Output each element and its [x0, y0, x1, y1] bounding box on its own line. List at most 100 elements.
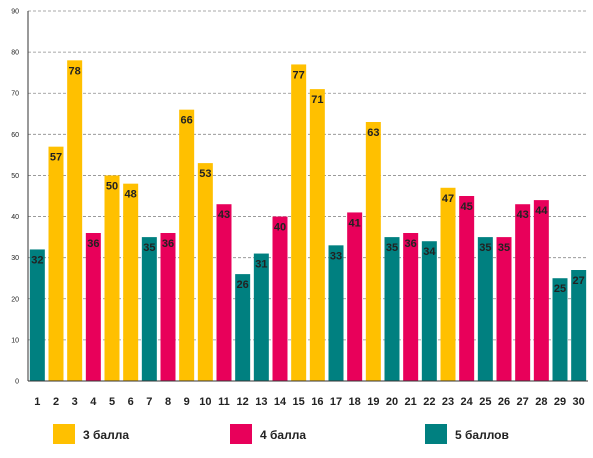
bar — [104, 175, 120, 381]
data-label: 66 — [181, 115, 193, 127]
bar — [29, 249, 45, 381]
bar — [477, 237, 493, 381]
data-label: 27 — [573, 275, 585, 287]
bar — [253, 253, 269, 381]
x-tick-label: 6 — [128, 396, 134, 408]
bar — [85, 233, 101, 381]
data-label: 53 — [199, 168, 211, 180]
x-tick-label: 3 — [72, 396, 78, 408]
x-tick-label: 16 — [311, 396, 323, 408]
x-tick-label: 11 — [218, 396, 230, 408]
gridlines — [28, 10, 588, 341]
bar — [235, 274, 251, 381]
legend-swatch — [230, 424, 252, 444]
data-label: 36 — [405, 238, 417, 250]
x-tick-label: 14 — [274, 396, 287, 408]
data-label: 63 — [367, 127, 379, 139]
data-label: 47 — [442, 193, 454, 205]
y-tick-label: 10 — [11, 337, 19, 344]
y-tick-label: 80 — [11, 50, 19, 57]
bar — [533, 200, 549, 381]
y-tick-label: 20 — [11, 296, 19, 303]
data-label: 71 — [311, 94, 323, 106]
y-tick-label: 40 — [11, 214, 19, 221]
x-axis: 1 2 3 4 5 6 7 8 9 10 11 12 13 14 15 16 17 18 19 20 21 22 23 24 2… — [28, 380, 588, 408]
bars: 32 57 78 36 50 48 35 36 66 53 43 26 31 40 77 71 33 41 63 35… — [29, 60, 587, 382]
bar — [496, 237, 512, 381]
x-tick-label: 5 — [109, 396, 115, 408]
legend-label: 4 балла — [260, 428, 306, 442]
data-label: 43 — [517, 209, 529, 221]
legend-swatch — [53, 424, 75, 444]
x-tick-label: 27 — [517, 396, 529, 408]
bar — [160, 233, 176, 381]
x-tick-label: 17 — [330, 396, 342, 408]
data-label: 35 — [386, 242, 398, 254]
y-tick-label: 30 — [11, 255, 19, 262]
data-label: 35 — [143, 242, 155, 254]
data-label: 32 — [31, 254, 43, 266]
data-label: 35 — [479, 242, 491, 254]
data-label: 50 — [106, 180, 118, 192]
bar — [459, 196, 475, 381]
data-label: 35 — [498, 242, 510, 254]
y-tick-label: 0 — [15, 379, 19, 386]
x-tick-label: 7 — [146, 396, 152, 408]
bar — [403, 233, 419, 381]
legend-swatch — [425, 424, 447, 444]
bar — [309, 89, 325, 381]
x-tick-label: 8 — [165, 396, 171, 408]
data-label: 45 — [461, 201, 473, 213]
bar — [365, 122, 381, 381]
y-axis: 0 10 20 30 40 50 60 70 80 90 — [11, 9, 29, 386]
data-label: 43 — [218, 209, 230, 221]
y-tick-label: 60 — [11, 132, 19, 139]
bar — [440, 187, 456, 381]
data-label: 41 — [349, 217, 361, 229]
data-label: 36 — [162, 238, 174, 250]
data-label: 36 — [87, 238, 99, 250]
x-tick-label: 2 — [53, 396, 59, 408]
legend: 3 балла 4 балла 5 баллов — [53, 424, 509, 444]
x-tick-label: 23 — [442, 396, 454, 408]
data-label: 34 — [423, 246, 436, 258]
x-tick-label: 15 — [293, 396, 305, 408]
data-label: 26 — [237, 279, 249, 291]
bar — [291, 64, 307, 381]
x-tick-label: 9 — [184, 396, 190, 408]
bar — [48, 146, 64, 381]
x-tick-label: 24 — [461, 396, 474, 408]
x-tick-label: 20 — [386, 396, 398, 408]
x-tick-label: 26 — [498, 396, 510, 408]
bar — [347, 212, 363, 381]
x-tick-label: 13 — [255, 396, 267, 408]
x-tick-label: 30 — [573, 396, 585, 408]
x-tick-label: 1 — [34, 396, 40, 408]
legend-label: 3 балла — [83, 428, 129, 442]
data-label: 48 — [125, 189, 137, 201]
bar — [179, 109, 195, 382]
bar — [552, 278, 568, 381]
x-tick-label: 4 — [90, 396, 97, 408]
y-tick-label: 50 — [11, 173, 19, 180]
bar — [67, 60, 83, 381]
x-tick-label: 10 — [199, 396, 211, 408]
bar — [384, 237, 400, 381]
x-tick-label: 29 — [554, 396, 566, 408]
data-label: 40 — [274, 222, 286, 234]
data-label: 25 — [554, 283, 566, 295]
data-label: 44 — [535, 205, 548, 217]
x-tick-label: 21 — [405, 396, 417, 408]
x-tick-label: 12 — [237, 396, 249, 408]
x-tick-label: 28 — [535, 396, 547, 408]
y-tick-label: 90 — [11, 9, 19, 16]
bar — [197, 163, 213, 381]
legend-label: 5 баллов — [455, 428, 509, 442]
data-label: 77 — [293, 69, 305, 81]
bar — [123, 183, 139, 381]
bar — [328, 245, 344, 381]
data-label: 78 — [69, 65, 81, 77]
bar — [571, 270, 587, 381]
data-label: 57 — [50, 152, 62, 164]
